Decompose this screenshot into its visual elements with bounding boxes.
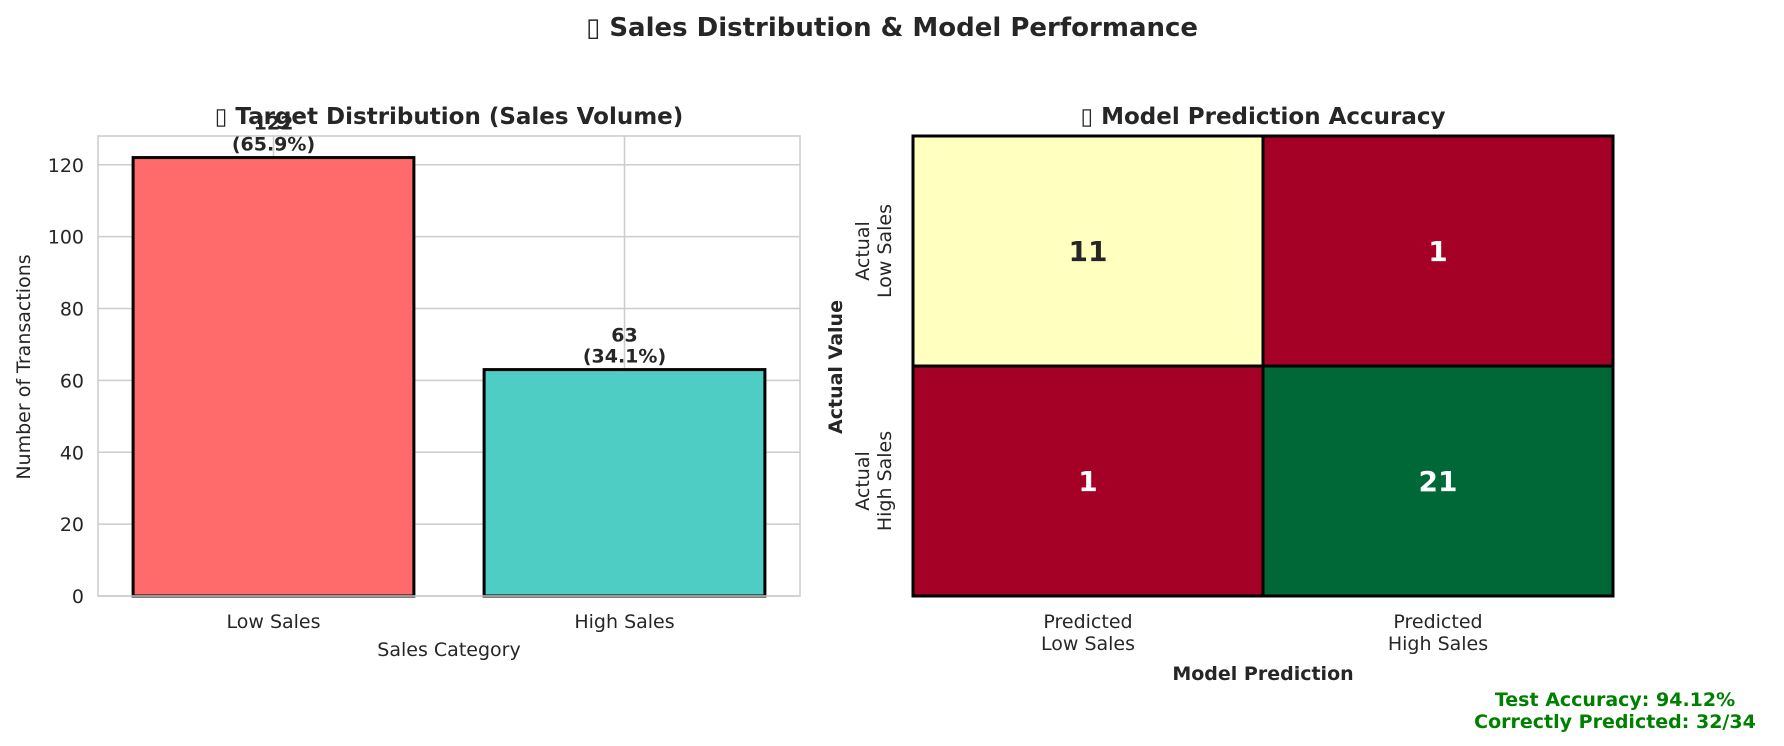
bar-x-tick-label: High Sales — [574, 611, 674, 633]
bar-chart-title: ▯ Target Distribution (Sales Volume) — [215, 104, 684, 130]
heatmap-x-tick-label: Predicted — [1043, 611, 1132, 633]
bar-plot-frame — [97, 135, 801, 597]
bar-y-tick-label: 80 — [60, 299, 84, 321]
bar-percent-label: (34.1%) — [583, 346, 666, 368]
heatmap-cell-value: 11 — [1069, 235, 1108, 268]
bar-value-label: 63 — [611, 325, 637, 347]
bar-y-axis-label: Number of Transactions — [13, 254, 35, 479]
heatmap-cell-value: 1 — [1078, 465, 1097, 498]
bar-y-tick-label: 60 — [60, 370, 84, 392]
bar-percent-label: (65.9%) — [232, 134, 315, 156]
heatmap-y-tick-label: Low Sales — [874, 204, 896, 298]
bar-y-tick-label: 120 — [48, 155, 84, 177]
heatmap-y-tick-label: Actual — [852, 451, 874, 511]
bar-x-tick-label: Low Sales — [226, 611, 320, 633]
bar-y-tick-label: 20 — [60, 514, 84, 536]
heatmap-x-tick-label: High Sales — [1388, 633, 1488, 655]
heatmap-cells: 11 11 21 — [911, 134, 1615, 598]
heatmap-x-tick-label: Low Sales — [1041, 633, 1135, 655]
bar-x-ticks: Low Sales High Sales — [226, 611, 674, 633]
bar-x-axis-label: Sales Category — [377, 639, 520, 661]
heatmap-cell — [1261, 134, 1615, 368]
heatmap-y-tick-label: Actual — [852, 221, 874, 281]
bar-value-label: 122 — [254, 113, 294, 135]
bar-y-tick-label: 0 — [72, 586, 84, 608]
heatmap-cell — [911, 364, 1265, 598]
heatmap-y-tick-label: High Sales — [874, 431, 896, 531]
bar-low-sales — [131, 156, 416, 598]
bar-y-tick-label: 100 — [48, 227, 84, 249]
heatmap-title: ▯ Model Prediction Accuracy — [1080, 104, 1445, 130]
bar-y-ticks: 0 20 40 60 80 100 120 — [48, 155, 84, 608]
heatmap-cell-value: 1 — [1428, 235, 1447, 268]
heatmap-cell — [911, 134, 1265, 368]
heatmap-cell-value: 21 — [1419, 465, 1458, 498]
bar-high-sales — [482, 368, 767, 598]
bar-y-tick-label: 40 — [60, 442, 84, 464]
heatmap-x-axis-label: Model Prediction — [1172, 663, 1353, 685]
bar-data-labels: 122(65.9%) 63(34.1%) — [232, 113, 666, 368]
bar-series — [131, 156, 767, 598]
correctly-predicted-text: Correctly Predicted: 32/34 — [1474, 711, 1756, 733]
heatmap-y-axis-label: Actual Value — [825, 300, 847, 434]
heatmap-cell — [1261, 364, 1615, 598]
heatmap-x-tick-label: Predicted — [1393, 611, 1482, 633]
test-accuracy-text: Test Accuracy: 94.12% — [1495, 689, 1735, 711]
figure-title: ▯ Sales Distribution & Model Performance — [586, 13, 1198, 43]
